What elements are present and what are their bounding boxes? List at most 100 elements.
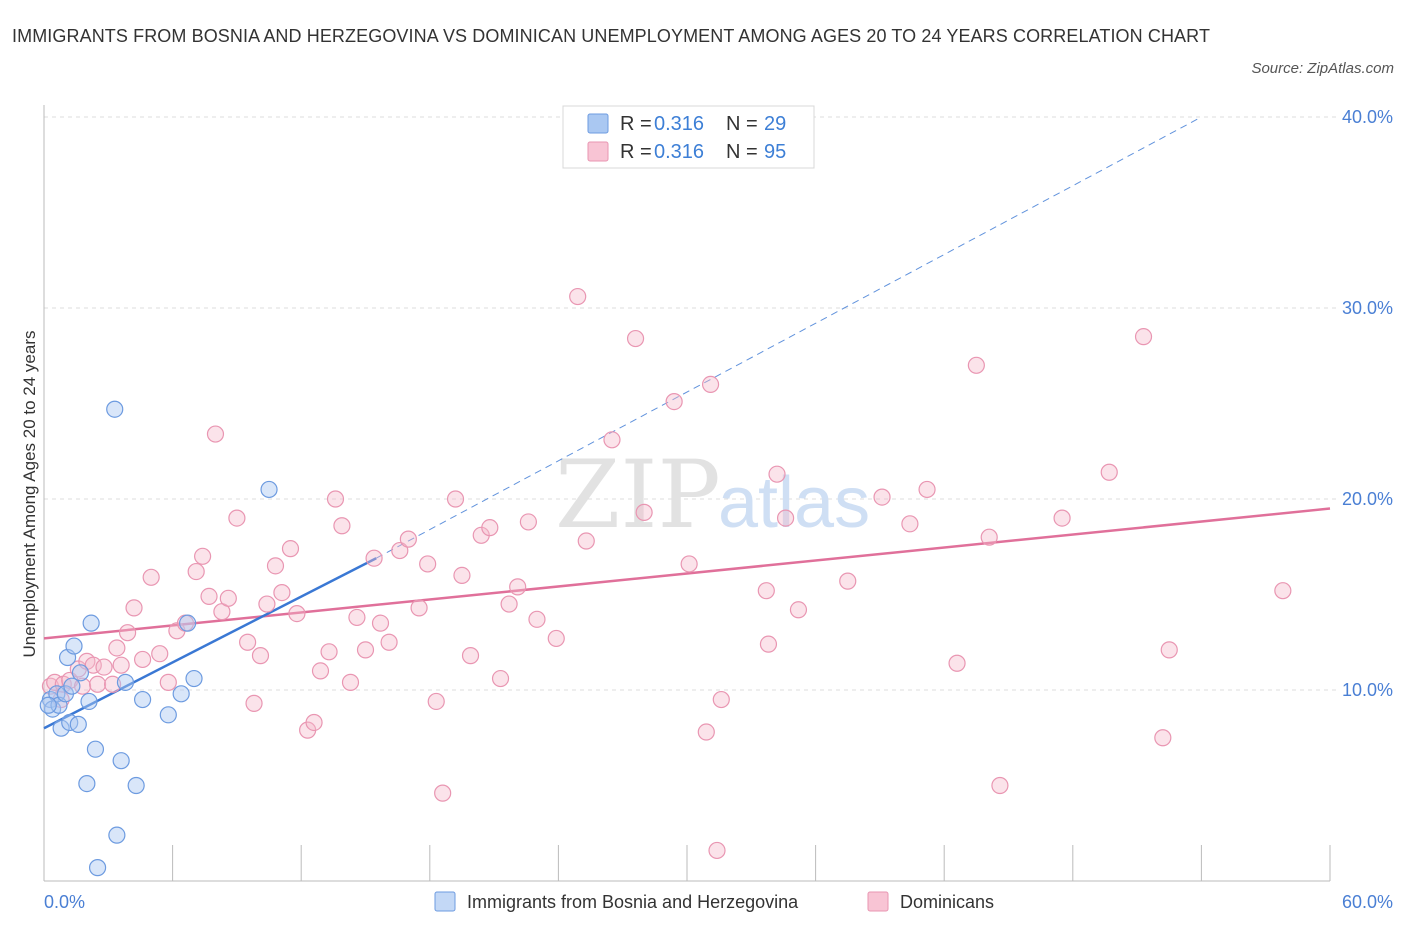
point-dominicans [125, 599, 143, 617]
bottom-legend-swatch-dominicans [867, 891, 889, 912]
point-dominicans [118, 624, 137, 642]
series-legend: Immigrants from Bosnia and Herzegovina D… [434, 891, 994, 912]
point-dominicans [768, 465, 786, 483]
point-bosnia [80, 692, 98, 711]
point-bosnia [86, 740, 105, 758]
x-tick-label-min: 0.0% [44, 892, 85, 912]
legend-r-value-bosnia: 0.316 [654, 113, 704, 135]
y-axis-label: Unemployment Among Ages 20 to 24 years [20, 331, 39, 658]
trend-line-bosnia [43, 557, 377, 730]
point-dominicans [991, 776, 1009, 795]
point-bosnia [63, 677, 81, 695]
point-dominicans [528, 610, 546, 628]
point-dominicans [356, 641, 375, 659]
point-dominicans [491, 669, 510, 688]
point-bosnia [71, 664, 90, 682]
point-dominicans [187, 562, 205, 581]
point-dominicans [918, 480, 936, 499]
point-dominicans [626, 329, 645, 348]
point-dominicans [1134, 328, 1153, 346]
point-dominicans [980, 528, 998, 546]
point-dominicans [112, 656, 130, 674]
point-dominicans [1100, 463, 1118, 481]
point-dominicans [391, 541, 409, 560]
point-dominicans [509, 578, 527, 596]
point-dominicans [1154, 729, 1172, 747]
point-dominicans [635, 503, 653, 521]
y-tick-labels: 10.0% 20.0% 30.0% 40.0% [1342, 107, 1393, 700]
point-dominicans [461, 647, 480, 665]
y-tick-label: 40.0% [1342, 107, 1393, 127]
point-dominicans [133, 650, 152, 669]
y-tick-label: 30.0% [1342, 298, 1393, 318]
point-dominicans [311, 662, 330, 680]
point-dominicans [419, 555, 437, 573]
point-dominicans [228, 509, 246, 527]
point-dominicans [333, 517, 351, 535]
point-bosnia [185, 669, 203, 688]
point-dominicans [1160, 641, 1178, 659]
point-bosnia [52, 719, 70, 737]
point-dominicans [380, 633, 398, 651]
point-dominicans [219, 589, 237, 607]
point-dominicans [701, 375, 720, 393]
point-bosnia [39, 696, 57, 714]
point-dominicans [326, 490, 345, 508]
point-dominicans [399, 530, 417, 548]
point-bosnia [260, 480, 278, 499]
point-dominicans [320, 643, 338, 661]
point-dominicans [708, 841, 726, 860]
point-bosnia [172, 685, 190, 703]
point-dominicans [1053, 509, 1071, 527]
point-bosnia [88, 859, 107, 877]
point-dominicans [95, 658, 113, 676]
point-dominicans [288, 604, 306, 623]
legend-r-label: R = [620, 113, 652, 135]
bottom-legend-bosnia: Immigrants from Bosnia and Herzegovina [467, 892, 799, 912]
point-dominicans [500, 595, 518, 613]
bottom-legend-dominicans: Dominicans [900, 892, 994, 912]
point-bosnia [78, 774, 96, 793]
bottom-legend-swatch-bosnia [434, 891, 456, 912]
legend-r-label: R = [620, 141, 652, 163]
point-dominicans [103, 675, 122, 693]
watermark-atlas: atlas [718, 463, 870, 543]
point-dominicans [446, 490, 465, 508]
point-dominicans [665, 392, 683, 411]
point-dominicans [281, 540, 300, 558]
point-dominicans [305, 713, 323, 732]
legend-r-value-dominicans: 0.316 [654, 141, 704, 163]
point-dominicans [873, 488, 891, 506]
point-bosnia [65, 637, 83, 655]
point-bosnia [127, 776, 145, 795]
watermark-zip: ZIP [555, 441, 721, 550]
point-bosnia [133, 690, 152, 709]
point-dominicans [266, 557, 285, 575]
legend-n-label: N = [726, 113, 758, 135]
point-dominicans [108, 639, 126, 657]
point-dominicans [151, 645, 169, 663]
point-dominicans [251, 647, 270, 665]
point-dominicans [273, 583, 291, 602]
chart-title: IMMIGRANTS FROM BOSNIA AND HERZEGOVINA V… [12, 26, 1211, 46]
point-dominicans [341, 673, 360, 691]
source-label: Source: ZipAtlas.com [1251, 60, 1394, 77]
point-dominicans [680, 555, 698, 573]
point-dominicans [258, 595, 276, 613]
point-dominicans [789, 601, 808, 619]
point-dominicans [569, 287, 587, 306]
trend-lines [43, 116, 1331, 730]
point-dominicans [712, 690, 730, 709]
point-dominicans [159, 673, 177, 691]
point-dominicans [434, 784, 452, 802]
point-dominicans [603, 431, 621, 449]
point-dominicans [776, 509, 795, 527]
point-dominicans [410, 599, 428, 617]
point-bosnia [179, 614, 197, 632]
legend-n-label: N = [726, 141, 758, 163]
point-dominicans [481, 519, 499, 537]
point-dominicans [967, 356, 985, 374]
legend-swatch-dominicans [587, 141, 609, 162]
point-bosnia [69, 715, 87, 733]
